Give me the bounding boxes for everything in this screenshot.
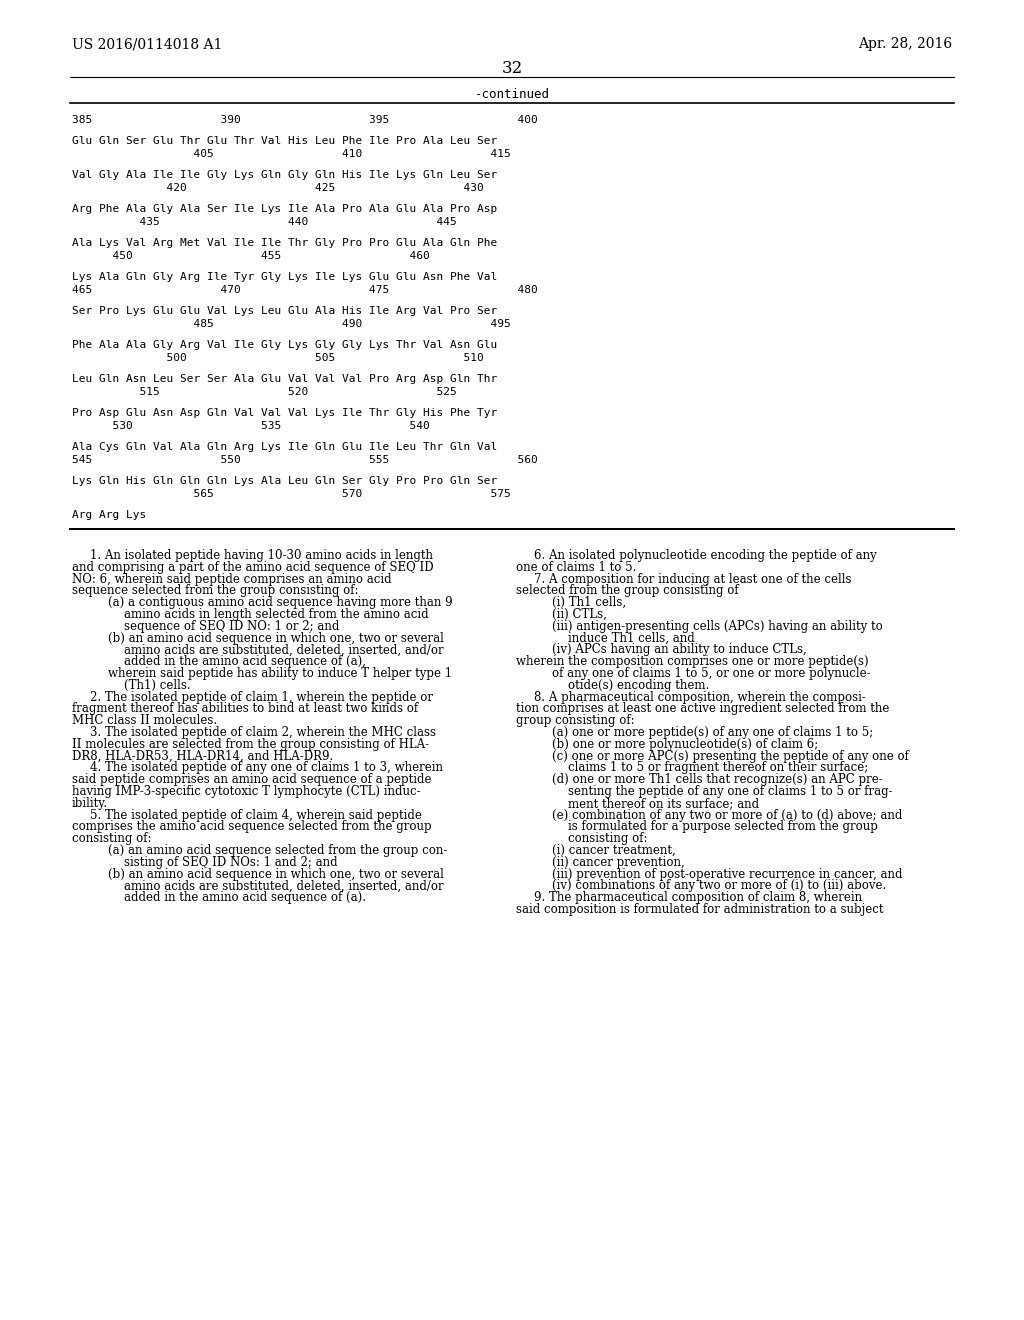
Text: (a) a contiguous amino acid sequence having more than 9: (a) a contiguous amino acid sequence hav… <box>108 597 453 610</box>
Text: 8. A pharmaceutical composition, wherein the composi-: 8. A pharmaceutical composition, wherein… <box>534 690 866 704</box>
Text: wherein said peptide has ability to induce T helper type 1: wherein said peptide has ability to indu… <box>108 667 453 680</box>
Text: (Th1) cells.: (Th1) cells. <box>124 678 190 692</box>
Text: 485                   490                   495: 485 490 495 <box>72 319 511 329</box>
Text: 515                   520                   525: 515 520 525 <box>72 387 457 397</box>
Text: Val Gly Ala Ile Ile Gly Lys Gln Gly Gln His Ile Lys Gln Leu Ser: Val Gly Ala Ile Ile Gly Lys Gln Gly Gln … <box>72 170 498 180</box>
Text: ibility.: ibility. <box>72 797 109 809</box>
Text: consisting of:: consisting of: <box>72 832 152 845</box>
Text: Ser Pro Lys Glu Glu Val Lys Leu Glu Ala His Ile Arg Val Pro Ser: Ser Pro Lys Glu Glu Val Lys Leu Glu Ala … <box>72 306 498 315</box>
Text: is formulated for a purpose selected from the group: is formulated for a purpose selected fro… <box>568 821 878 833</box>
Text: fragment thereof has abilities to bind at least two kinds of: fragment thereof has abilities to bind a… <box>72 702 418 715</box>
Text: of any one of claims 1 to 5, or one or more polynucle-: of any one of claims 1 to 5, or one or m… <box>552 667 870 680</box>
Text: 385                   390                   395                   400: 385 390 395 400 <box>72 115 538 125</box>
Text: selected from the group consisting of: selected from the group consisting of <box>516 585 738 598</box>
Text: 465                   470                   475                   480: 465 470 475 480 <box>72 285 538 294</box>
Text: (iv) APCs having an ability to induce CTLs,: (iv) APCs having an ability to induce CT… <box>552 643 807 656</box>
Text: (b) an amino acid sequence in which one, two or several: (b) an amino acid sequence in which one,… <box>108 631 443 644</box>
Text: 6. An isolated polynucleotide encoding the peptide of any: 6. An isolated polynucleotide encoding t… <box>534 549 877 562</box>
Text: Lys Ala Gln Gly Arg Ile Tyr Gly Lys Ile Lys Glu Glu Asn Phe Val: Lys Ala Gln Gly Arg Ile Tyr Gly Lys Ile … <box>72 272 498 282</box>
Text: having IMP-3-specific cytotoxic T lymphocyte (CTL) induc-: having IMP-3-specific cytotoxic T lympho… <box>72 785 421 799</box>
Text: one of claims 1 to 5.: one of claims 1 to 5. <box>516 561 636 574</box>
Text: DR8, HLA-DR53, HLA-DR14, and HLA-DR9.: DR8, HLA-DR53, HLA-DR14, and HLA-DR9. <box>72 750 333 763</box>
Text: added in the amino acid sequence of (a),: added in the amino acid sequence of (a), <box>124 655 366 668</box>
Text: II molecules are selected from the group consisting of HLA-: II molecules are selected from the group… <box>72 738 429 751</box>
Text: sequence selected from the group consisting of:: sequence selected from the group consist… <box>72 585 358 598</box>
Text: 2. The isolated peptide of claim 1, wherein the peptide or: 2. The isolated peptide of claim 1, wher… <box>90 690 433 704</box>
Text: amino acids are substituted, deleted, inserted, and/or: amino acids are substituted, deleted, in… <box>124 879 443 892</box>
Text: -continued: -continued <box>474 88 550 102</box>
Text: consisting of:: consisting of: <box>568 832 647 845</box>
Text: MHC class II molecules.: MHC class II molecules. <box>72 714 217 727</box>
Text: Arg Arg Lys: Arg Arg Lys <box>72 510 146 520</box>
Text: Leu Gln Asn Leu Ser Ser Ala Glu Val Val Val Pro Arg Asp Gln Thr: Leu Gln Asn Leu Ser Ser Ala Glu Val Val … <box>72 374 498 384</box>
Text: Apr. 28, 2016: Apr. 28, 2016 <box>858 37 952 51</box>
Text: 1. An isolated peptide having 10-30 amino acids in length: 1. An isolated peptide having 10-30 amin… <box>90 549 433 562</box>
Text: (i) cancer treatment,: (i) cancer treatment, <box>552 843 676 857</box>
Text: (a) one or more peptide(s) of any one of claims 1 to 5;: (a) one or more peptide(s) of any one of… <box>552 726 873 739</box>
Text: Glu Gln Ser Glu Thr Glu Thr Val His Leu Phe Ile Pro Ala Leu Ser: Glu Gln Ser Glu Thr Glu Thr Val His Leu … <box>72 136 498 147</box>
Text: 500                   505                   510: 500 505 510 <box>72 352 483 363</box>
Text: (e) combination of any two or more of (a) to (d) above; and: (e) combination of any two or more of (a… <box>552 809 902 821</box>
Text: 420                   425                   430: 420 425 430 <box>72 183 483 193</box>
Text: 530                   535                   540: 530 535 540 <box>72 421 430 432</box>
Text: and comprising a part of the amino acid sequence of SEQ ID: and comprising a part of the amino acid … <box>72 561 433 574</box>
Text: ment thereof on its surface; and: ment thereof on its surface; and <box>568 797 759 809</box>
Text: amino acids are substituted, deleted, inserted, and/or: amino acids are substituted, deleted, in… <box>124 643 443 656</box>
Text: comprises the amino acid sequence selected from the group: comprises the amino acid sequence select… <box>72 821 432 833</box>
Text: 435                   440                   445: 435 440 445 <box>72 216 457 227</box>
Text: said peptide comprises an amino acid sequence of a peptide: said peptide comprises an amino acid seq… <box>72 774 431 787</box>
Text: (d) one or more Th1 cells that recognize(s) an APC pre-: (d) one or more Th1 cells that recognize… <box>552 774 883 787</box>
Text: (ii) cancer prevention,: (ii) cancer prevention, <box>552 855 685 869</box>
Text: (iii) prevention of post-operative recurrence in cancer, and: (iii) prevention of post-operative recur… <box>552 867 902 880</box>
Text: (iii) antigen-presenting cells (APCs) having an ability to: (iii) antigen-presenting cells (APCs) ha… <box>552 620 883 632</box>
Text: NO: 6, wherein said peptide comprises an amino acid: NO: 6, wherein said peptide comprises an… <box>72 573 391 586</box>
Text: tion comprises at least one active ingredient selected from the: tion comprises at least one active ingre… <box>516 702 890 715</box>
Text: 32: 32 <box>502 59 522 77</box>
Text: (c) one or more APC(s) presenting the peptide of any one of: (c) one or more APC(s) presenting the pe… <box>552 750 909 763</box>
Text: 405                   410                   415: 405 410 415 <box>72 149 511 158</box>
Text: Ala Lys Val Arg Met Val Ile Ile Thr Gly Pro Pro Glu Ala Gln Phe: Ala Lys Val Arg Met Val Ile Ile Thr Gly … <box>72 238 498 248</box>
Text: 4. The isolated peptide of any one of claims 1 to 3, wherein: 4. The isolated peptide of any one of cl… <box>90 762 443 775</box>
Text: otide(s) encoding them.: otide(s) encoding them. <box>568 678 710 692</box>
Text: 565                   570                   575: 565 570 575 <box>72 488 511 499</box>
Text: wherein the composition comprises one or more peptide(s): wherein the composition comprises one or… <box>516 655 868 668</box>
Text: 9. The pharmaceutical composition of claim 8, wherein: 9. The pharmaceutical composition of cla… <box>534 891 862 904</box>
Text: (b) an amino acid sequence in which one, two or several: (b) an amino acid sequence in which one,… <box>108 867 443 880</box>
Text: (ii) CTLs,: (ii) CTLs, <box>552 609 607 620</box>
Text: induce Th1 cells, and: induce Th1 cells, and <box>568 631 694 644</box>
Text: claims 1 to 5 or fragment thereof on their surface;: claims 1 to 5 or fragment thereof on the… <box>568 762 868 775</box>
Text: Arg Phe Ala Gly Ala Ser Ile Lys Ile Ala Pro Ala Glu Ala Pro Asp: Arg Phe Ala Gly Ala Ser Ile Lys Ile Ala … <box>72 205 498 214</box>
Text: (b) one or more polynucleotide(s) of claim 6;: (b) one or more polynucleotide(s) of cla… <box>552 738 818 751</box>
Text: Lys Gln His Gln Gln Gln Lys Ala Leu Gln Ser Gly Pro Pro Gln Ser: Lys Gln His Gln Gln Gln Lys Ala Leu Gln … <box>72 477 498 486</box>
Text: 545                   550                   555                   560: 545 550 555 560 <box>72 455 538 465</box>
Text: 450                   455                   460: 450 455 460 <box>72 251 430 261</box>
Text: 7. A composition for inducing at least one of the cells: 7. A composition for inducing at least o… <box>534 573 852 586</box>
Text: US 2016/0114018 A1: US 2016/0114018 A1 <box>72 37 222 51</box>
Text: 3. The isolated peptide of claim 2, wherein the MHC class: 3. The isolated peptide of claim 2, wher… <box>90 726 436 739</box>
Text: sequence of SEQ ID NO: 1 or 2; and: sequence of SEQ ID NO: 1 or 2; and <box>124 620 339 632</box>
Text: Phe Ala Ala Gly Arg Val Ile Gly Lys Gly Gly Lys Thr Val Asn Glu: Phe Ala Ala Gly Arg Val Ile Gly Lys Gly … <box>72 341 498 350</box>
Text: Ala Cys Gln Val Ala Gln Arg Lys Ile Gln Glu Ile Leu Thr Gln Val: Ala Cys Gln Val Ala Gln Arg Lys Ile Gln … <box>72 442 498 451</box>
Text: senting the peptide of any one of claims 1 to 5 or frag-: senting the peptide of any one of claims… <box>568 785 893 799</box>
Text: (i) Th1 cells,: (i) Th1 cells, <box>552 597 626 610</box>
Text: amino acids in length selected from the amino acid: amino acids in length selected from the … <box>124 609 429 620</box>
Text: sisting of SEQ ID NOs: 1 and 2; and: sisting of SEQ ID NOs: 1 and 2; and <box>124 855 338 869</box>
Text: 5. The isolated peptide of claim 4, wherein said peptide: 5. The isolated peptide of claim 4, wher… <box>90 809 422 821</box>
Text: Pro Asp Glu Asn Asp Gln Val Val Val Lys Ile Thr Gly His Phe Tyr: Pro Asp Glu Asn Asp Gln Val Val Val Lys … <box>72 408 498 418</box>
Text: said composition is formulated for administration to a subject: said composition is formulated for admin… <box>516 903 884 916</box>
Text: (iv) combinations of any two or more of (i) to (iii) above.: (iv) combinations of any two or more of … <box>552 879 886 892</box>
Text: group consisting of:: group consisting of: <box>516 714 635 727</box>
Text: (a) an amino acid sequence selected from the group con-: (a) an amino acid sequence selected from… <box>108 843 447 857</box>
Text: added in the amino acid sequence of (a).: added in the amino acid sequence of (a). <box>124 891 366 904</box>
